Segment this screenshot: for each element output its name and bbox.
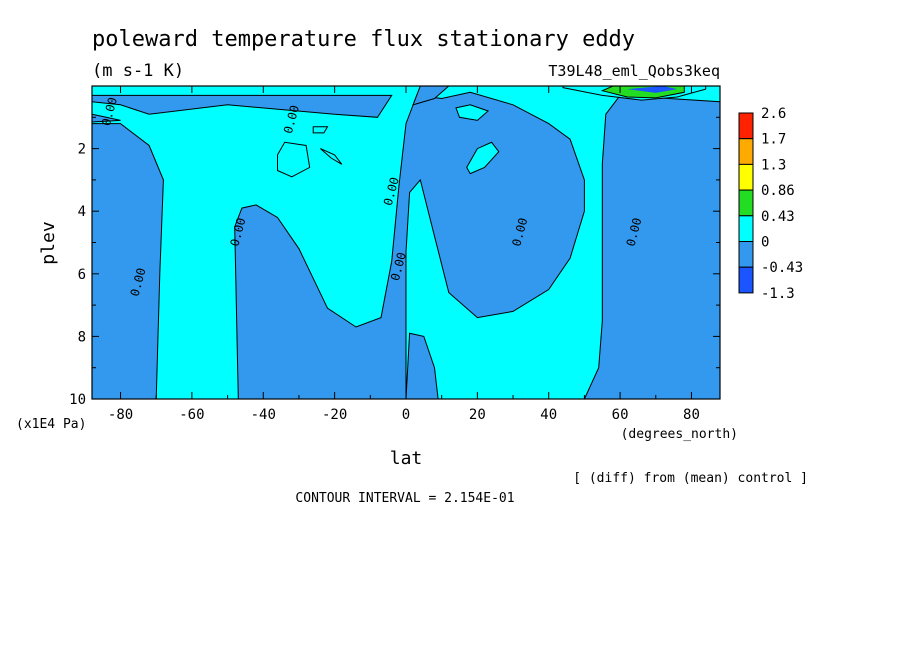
- negative-region: [91, 123, 164, 400]
- y-tick-label: 4: [78, 204, 86, 220]
- y-tick-label: 8: [78, 329, 86, 345]
- plot-area: 0.00 0.000.000.000.000.000.00 0.00-80 -60 -4…: [69, 85, 721, 423]
- colorbar-swatch: [738, 189, 754, 217]
- x-tick-label: -40: [251, 407, 276, 423]
- colorbar-level-label: 2.6: [761, 106, 786, 122]
- y-tick-label: 10: [69, 392, 86, 408]
- y-tick-label: 6: [78, 267, 86, 283]
- colorbar-level-label: 1.3: [761, 157, 786, 173]
- footnote: [ (diff) from (mean) control ]: [573, 471, 808, 486]
- colorbar-level-label: -0.43: [761, 260, 803, 276]
- colorbar-swatch: [738, 266, 754, 294]
- x-tick-label: -80: [108, 407, 133, 423]
- chart-title: poleward temperature flux stationary edd…: [92, 27, 635, 52]
- x-axis-label: lat: [390, 448, 423, 469]
- colorbar-level-label: 0.43: [761, 209, 795, 225]
- y-tick-label: 2: [78, 142, 86, 158]
- positive-island: [320, 148, 343, 165]
- positive-island: [277, 141, 311, 178]
- colorbar-swatch: [738, 241, 754, 268]
- colorbar-swatch: [738, 112, 754, 140]
- x-tick-label: -20: [322, 407, 347, 423]
- x-axis-units: (degrees_north): [621, 427, 738, 442]
- colorbar-level-label: 1.7: [761, 132, 786, 148]
- run-label: T39L48_eml_Qobs3keq: [548, 62, 720, 80]
- x-tick-label: 40: [540, 407, 557, 423]
- negative-region: [583, 94, 721, 400]
- x-tick-label: 0: [402, 407, 410, 423]
- colorbar-swatch: [738, 215, 754, 243]
- y-axis-label: plev: [38, 221, 59, 264]
- x-tick-label: -60: [179, 407, 204, 423]
- x-tick-label: 80: [683, 407, 700, 423]
- positive-island: [312, 126, 329, 134]
- colorbar-level-label: 0.86: [761, 183, 795, 199]
- colorbar-level-label: 0: [761, 235, 769, 251]
- contour-interval: CONTOUR INTERVAL = 2.154E-01: [295, 491, 514, 506]
- colorbar-level-label: -1.3: [761, 286, 795, 302]
- positive-island: [455, 104, 490, 121]
- y-axis-units: (x1E4 Pa): [16, 417, 86, 432]
- x-tick-label: 20: [469, 407, 486, 423]
- chart-units: (m s-1 K): [92, 61, 184, 81]
- colorbar-swatch: [738, 163, 754, 191]
- negative-region: [91, 94, 393, 118]
- x-tick-label: 60: [612, 407, 629, 423]
- colorbar-legend: 2.6 1.7 1.3 0.86 0.43 0 -0.43 -1.3: [738, 106, 803, 302]
- negative-region: [234, 91, 585, 400]
- strong-core-patch: [627, 86, 678, 93]
- positive-island: [466, 141, 500, 175]
- colorbar-swatch: [738, 138, 754, 165]
